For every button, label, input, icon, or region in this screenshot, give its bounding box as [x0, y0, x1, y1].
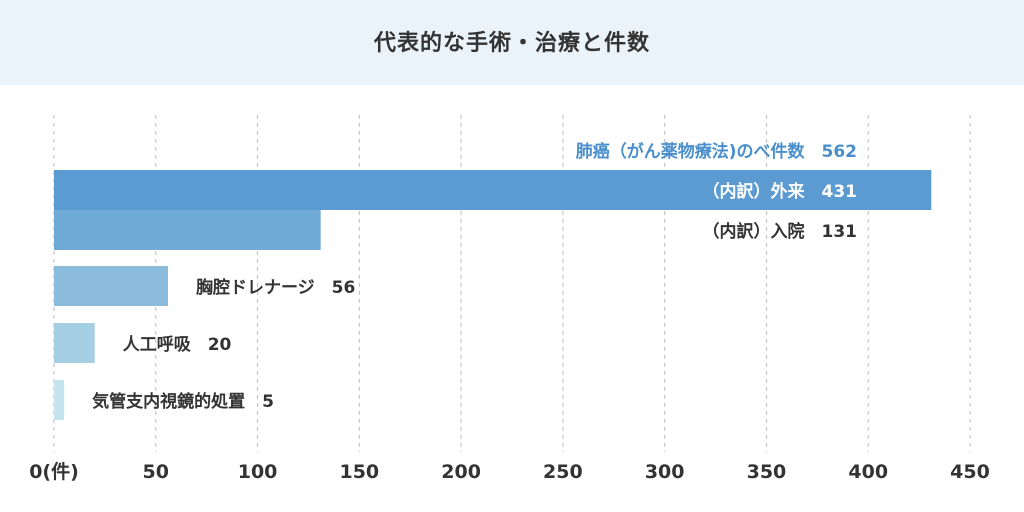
- x-tick-label: 0(件): [29, 460, 79, 483]
- bar-3: [54, 266, 168, 306]
- bar-1: [54, 170, 932, 210]
- bar-label: （内訳）入院 131: [703, 221, 858, 242]
- x-tick-label: 150: [339, 461, 379, 483]
- x-tick-label: 250: [543, 461, 583, 483]
- bar-label: 人工呼吸 20: [123, 335, 232, 355]
- x-tick-label: 100: [238, 461, 278, 483]
- x-tick-label: 200: [441, 461, 481, 483]
- x-tick-label: 350: [747, 461, 787, 483]
- title-band: [0, 0, 1024, 85]
- chart-title: 代表的な手術・治療と件数: [373, 31, 650, 56]
- x-tick-label: 300: [645, 461, 685, 483]
- x-tick-label: 450: [950, 461, 990, 483]
- bar-label: 気管支内視鏡的処置 5: [91, 391, 274, 412]
- x-tick-label: 50: [143, 461, 169, 483]
- bar-5: [54, 380, 65, 420]
- total-label: 肺癌（がん薬物療法)のべ件数 562: [576, 141, 857, 162]
- bar-label: 胸腔ドレナージ 56: [196, 277, 355, 298]
- bar-label: （内訳）外来 431: [703, 181, 858, 202]
- x-tick-label: 400: [848, 461, 888, 483]
- bar-2: [54, 210, 321, 250]
- bar-4: [54, 323, 95, 363]
